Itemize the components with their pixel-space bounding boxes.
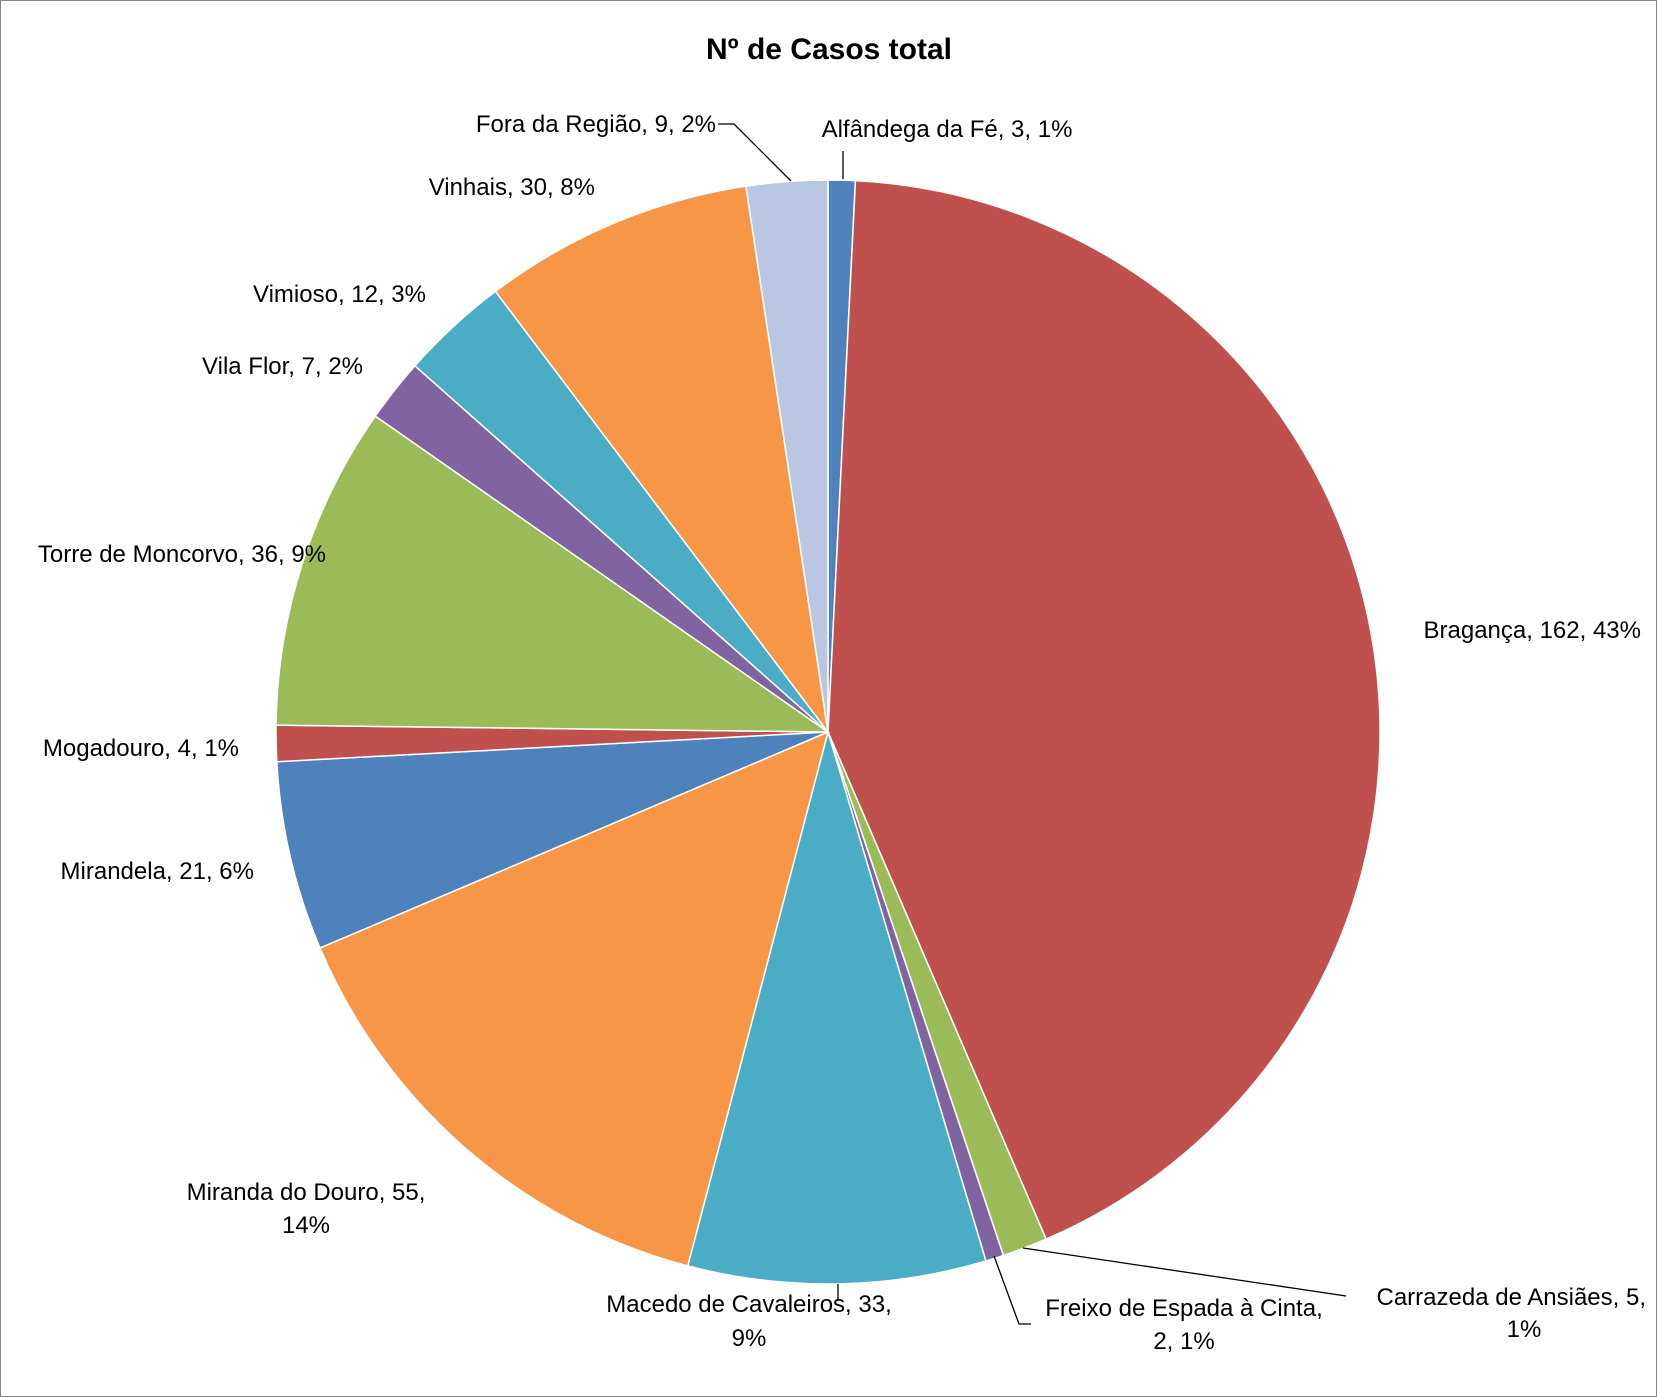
leader-line: [718, 123, 792, 182]
pie-slices: [275, 179, 1381, 1285]
slice-label-line2: 9%: [732, 1325, 767, 1352]
leader-line: [1022, 1247, 1347, 1297]
slice-label: Freixo de Espada à Cinta,: [1045, 1295, 1323, 1322]
slice-label: Mirandela, 21, 6%: [61, 858, 254, 885]
slice-label: Vila Flor, 7, 2%: [202, 353, 363, 380]
pie-slice-braganca: [827, 179, 1381, 1241]
slice-label: Mogadouro, 4, 1%: [43, 735, 239, 762]
pie-slice-vinhais: [494, 185, 829, 733]
chart-title: Nº de Casos total: [706, 33, 952, 66]
pie-slice-torre-de-moncorvo: [275, 415, 831, 733]
slice-label: Vimioso, 12, 3%: [253, 281, 426, 308]
slice-label: Fora da Região, 9, 2%: [476, 111, 716, 138]
slice-label-line2: 14%: [282, 1212, 330, 1239]
slice-label-line2: 1%: [1507, 1316, 1542, 1343]
slice-label: Macedo de Cavaleiros, 33,: [606, 1291, 892, 1318]
slice-label: Torre de Moncorvo, 36, 9%: [38, 541, 326, 568]
slice-label: Bragança, 162, 43%: [1424, 617, 1642, 644]
leader-line: [993, 1255, 1031, 1325]
slice-label-line2: 2, 1%: [1153, 1328, 1214, 1355]
slice-label: Carrazeda de Ansiães, 5,: [1377, 1284, 1647, 1311]
slice-label: Miranda do Douro, 55,: [187, 1179, 426, 1206]
pie-slice-miranda-do-douro: [319, 730, 830, 1267]
leader-lines: [718, 123, 1347, 1325]
slice-label: Alfândega da Fé, 3, 1%: [822, 116, 1073, 143]
slice-labels: Alfândega da Fé, 3, 1% Bragança, 162, 43%…: [38, 111, 1646, 1355]
pie-slice-fora-da-regiao: [745, 179, 829, 733]
pie-slice-macedo-de-cavaleiros: [686, 729, 987, 1285]
slice-label: Vinhais, 30, 8%: [429, 174, 595, 201]
pie-slice-mirandela: [276, 731, 829, 949]
